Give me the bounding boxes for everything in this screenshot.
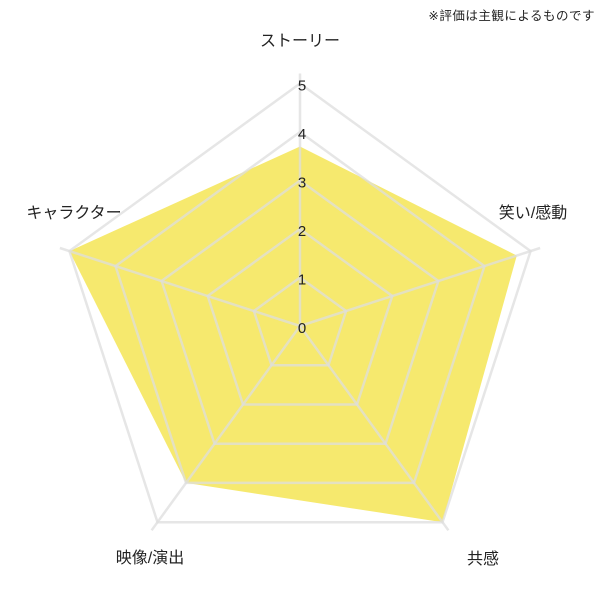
tick-label: 3 [298,175,306,192]
tick-label: 2 [298,223,306,240]
axis-label: キャラクター [26,204,121,222]
axis-line [59,246,301,328]
axis-label: 笑い/感動 [499,204,567,222]
tick-label: 4 [298,126,306,143]
grid-ring [114,130,486,485]
tick-label: 1 [298,272,306,289]
axis-line [298,325,450,532]
axis-line [299,246,541,328]
axis-line [150,325,302,532]
axis-label: 映像/演出 [116,549,184,567]
tick-label: 0 [298,320,306,337]
grid-ring [160,178,440,445]
axis-label: 共感 [467,550,499,568]
axis-label: ストーリー [260,33,340,50]
grid-ring [206,227,394,406]
grid-ring [67,81,533,524]
disclaimer-note: ※評価は主観によるものです [428,9,595,23]
grid-ring [252,275,348,367]
tick-label: 5 [298,78,306,95]
